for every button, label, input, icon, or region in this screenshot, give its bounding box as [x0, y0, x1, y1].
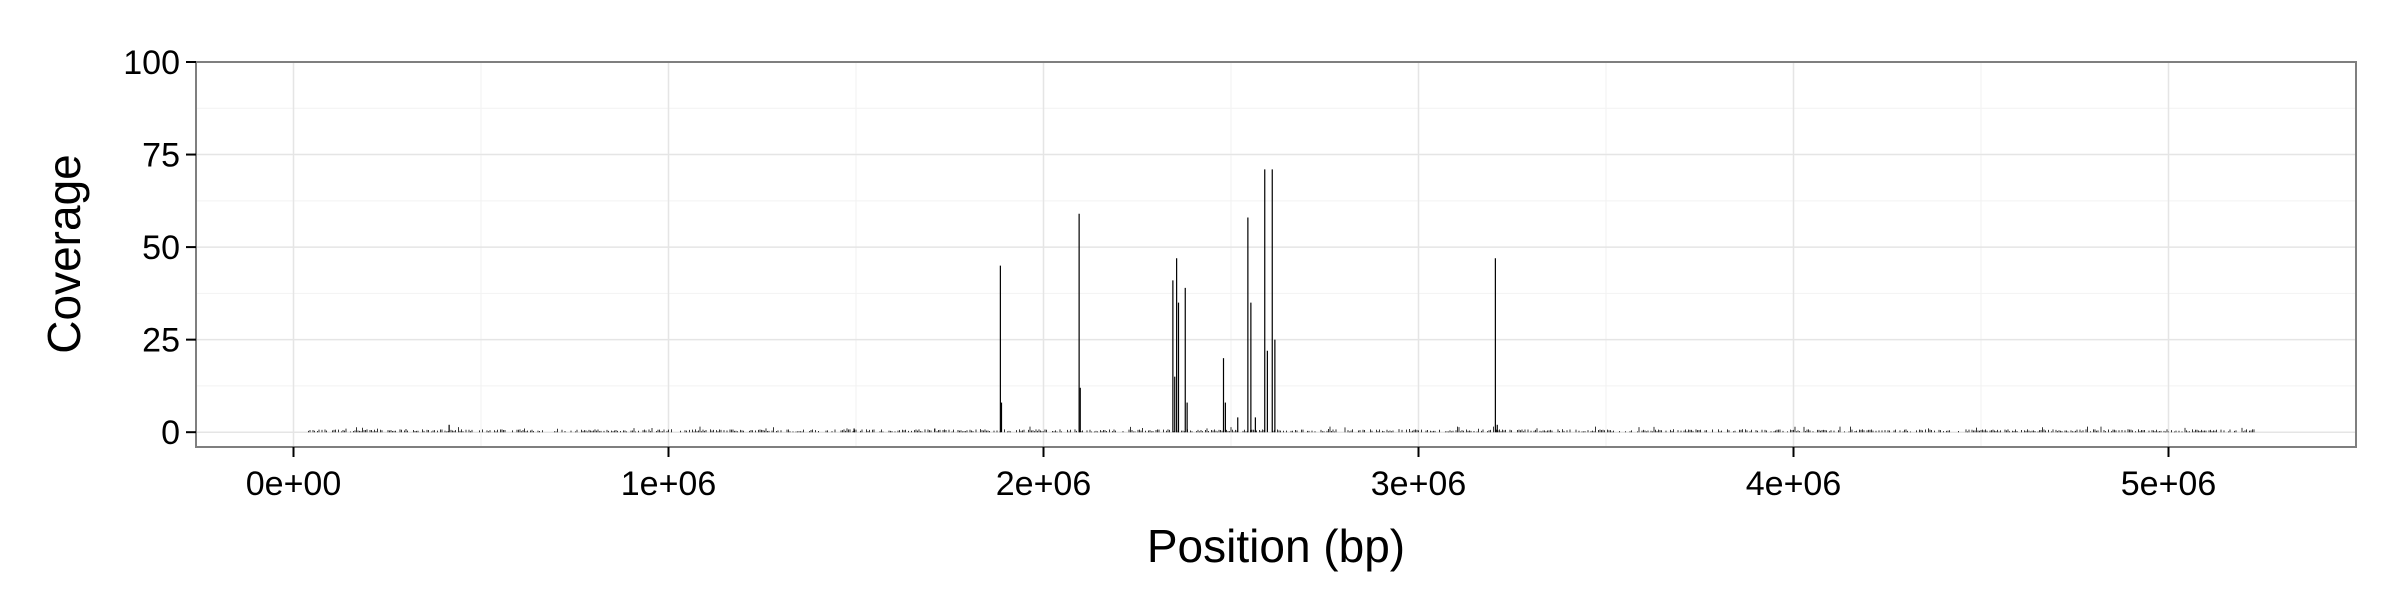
x-tick-label: 5e+06 [2121, 465, 2217, 503]
y-axis: 0 25 50 75 100 [123, 44, 196, 452]
x-axis-title: Position (bp) [1147, 520, 1405, 572]
x-tick-label: 1e+06 [621, 465, 717, 503]
coverage-bars [308, 169, 2255, 433]
plot-border [195, 61, 2357, 448]
x-tick-label: 2e+06 [996, 465, 1092, 503]
y-axis-title: Coverage [38, 154, 90, 353]
plot-panel [196, 62, 2356, 447]
x-tick-label: 0e+00 [246, 465, 342, 503]
x-tick-label: 4e+06 [1746, 465, 1842, 503]
x-tick-label: 3e+06 [1371, 465, 1467, 503]
y-tick-label: 75 [142, 137, 180, 175]
x-axis: 0e+00 1e+06 2e+06 3e+06 4e+06 5e+06 [246, 447, 2217, 503]
minor-gridlines [196, 62, 2356, 447]
y-tick-label: 50 [142, 229, 180, 267]
y-tick-label: 100 [123, 44, 180, 82]
y-tick-label: 25 [142, 322, 180, 360]
y-tick-label: 0 [161, 414, 180, 452]
